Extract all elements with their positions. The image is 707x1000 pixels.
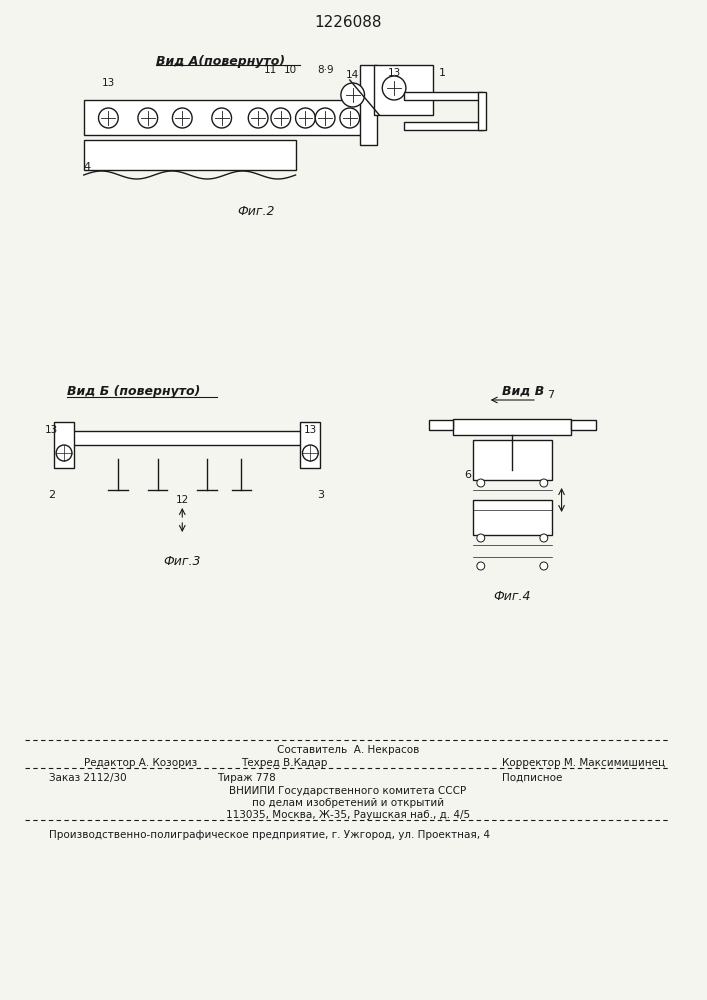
Text: 7: 7	[547, 390, 554, 400]
Text: 10: 10	[284, 65, 297, 75]
Bar	[571, 420, 596, 430]
Text: 13: 13	[304, 425, 317, 435]
Circle shape	[540, 562, 548, 570]
Text: 11: 11	[264, 65, 278, 75]
Text: 3: 3	[317, 490, 324, 500]
Text: Редактор А. Козориз: Редактор А. Козориз	[83, 758, 197, 768]
Text: 6: 6	[464, 470, 472, 480]
Text: по делам изобретений и открытий: по делам изобретений и открытий	[252, 798, 444, 808]
Bar	[83, 140, 296, 170]
Circle shape	[540, 534, 548, 542]
Text: 12: 12	[175, 495, 189, 505]
Text: 2: 2	[47, 490, 55, 500]
Bar	[83, 100, 370, 135]
Text: 13: 13	[102, 78, 115, 88]
Text: ВНИИПИ Государственного комитета СССР: ВНИИПИ Государственного комитета СССР	[229, 786, 467, 796]
Text: Вид А(повернуто): Вид А(повернуто)	[156, 55, 285, 68]
Text: Составитель  А. Некрасов: Составитель А. Некрасов	[276, 745, 419, 755]
Text: Фиг.3: Фиг.3	[163, 555, 201, 568]
Bar	[404, 92, 483, 100]
Text: Вид В: Вид В	[503, 385, 544, 398]
Text: Техред В.Кадар: Техред В.Кадар	[241, 758, 328, 768]
Bar	[54, 422, 74, 468]
Text: Корректор М. Максимишинец: Корректор М. Максимишинец	[503, 758, 665, 768]
Circle shape	[477, 562, 485, 570]
Text: Вид Б (повернуто): Вид Б (повернуто)	[67, 385, 200, 398]
Text: 4: 4	[83, 162, 90, 172]
Bar	[473, 440, 551, 480]
Text: 13: 13	[387, 68, 401, 78]
Text: 1: 1	[438, 68, 445, 78]
Circle shape	[341, 83, 365, 107]
Circle shape	[540, 513, 548, 521]
Circle shape	[315, 108, 335, 128]
Text: Производственно-полиграфическое предприятие, г. Ужгород, ул. Проектная, 4: Производственно-полиграфическое предприя…	[49, 830, 490, 840]
Bar	[360, 65, 378, 145]
Circle shape	[271, 108, 291, 128]
Text: Тираж 778: Тираж 778	[217, 773, 276, 783]
Text: Подписное: Подписное	[503, 773, 563, 783]
Circle shape	[382, 76, 406, 100]
Text: Фиг.4: Фиг.4	[493, 590, 531, 603]
Text: 14: 14	[346, 70, 359, 80]
Text: 13: 13	[45, 425, 58, 435]
Circle shape	[296, 108, 315, 128]
Bar	[478, 92, 486, 130]
Circle shape	[540, 479, 548, 487]
Bar	[375, 65, 433, 115]
Circle shape	[212, 108, 231, 128]
Circle shape	[173, 108, 192, 128]
Bar	[404, 122, 483, 130]
Circle shape	[138, 108, 158, 128]
Text: Заказ 2112/30: Заказ 2112/30	[49, 773, 127, 783]
Text: 113035, Москва, Ж-35, Раушская наб., д. 4/5: 113035, Москва, Ж-35, Раушская наб., д. …	[226, 810, 470, 820]
Circle shape	[477, 479, 485, 487]
Bar	[453, 419, 571, 435]
Circle shape	[248, 108, 268, 128]
Bar	[64, 431, 310, 445]
Circle shape	[98, 108, 118, 128]
Bar	[300, 422, 320, 468]
Circle shape	[56, 445, 72, 461]
Text: Фиг.2: Фиг.2	[238, 205, 275, 218]
Bar	[428, 420, 453, 430]
Text: 8·9: 8·9	[317, 65, 334, 75]
Text: 1226088: 1226088	[314, 15, 382, 30]
Bar	[473, 500, 551, 535]
Circle shape	[340, 108, 360, 128]
Circle shape	[477, 534, 485, 542]
Circle shape	[303, 445, 318, 461]
Circle shape	[477, 513, 485, 521]
